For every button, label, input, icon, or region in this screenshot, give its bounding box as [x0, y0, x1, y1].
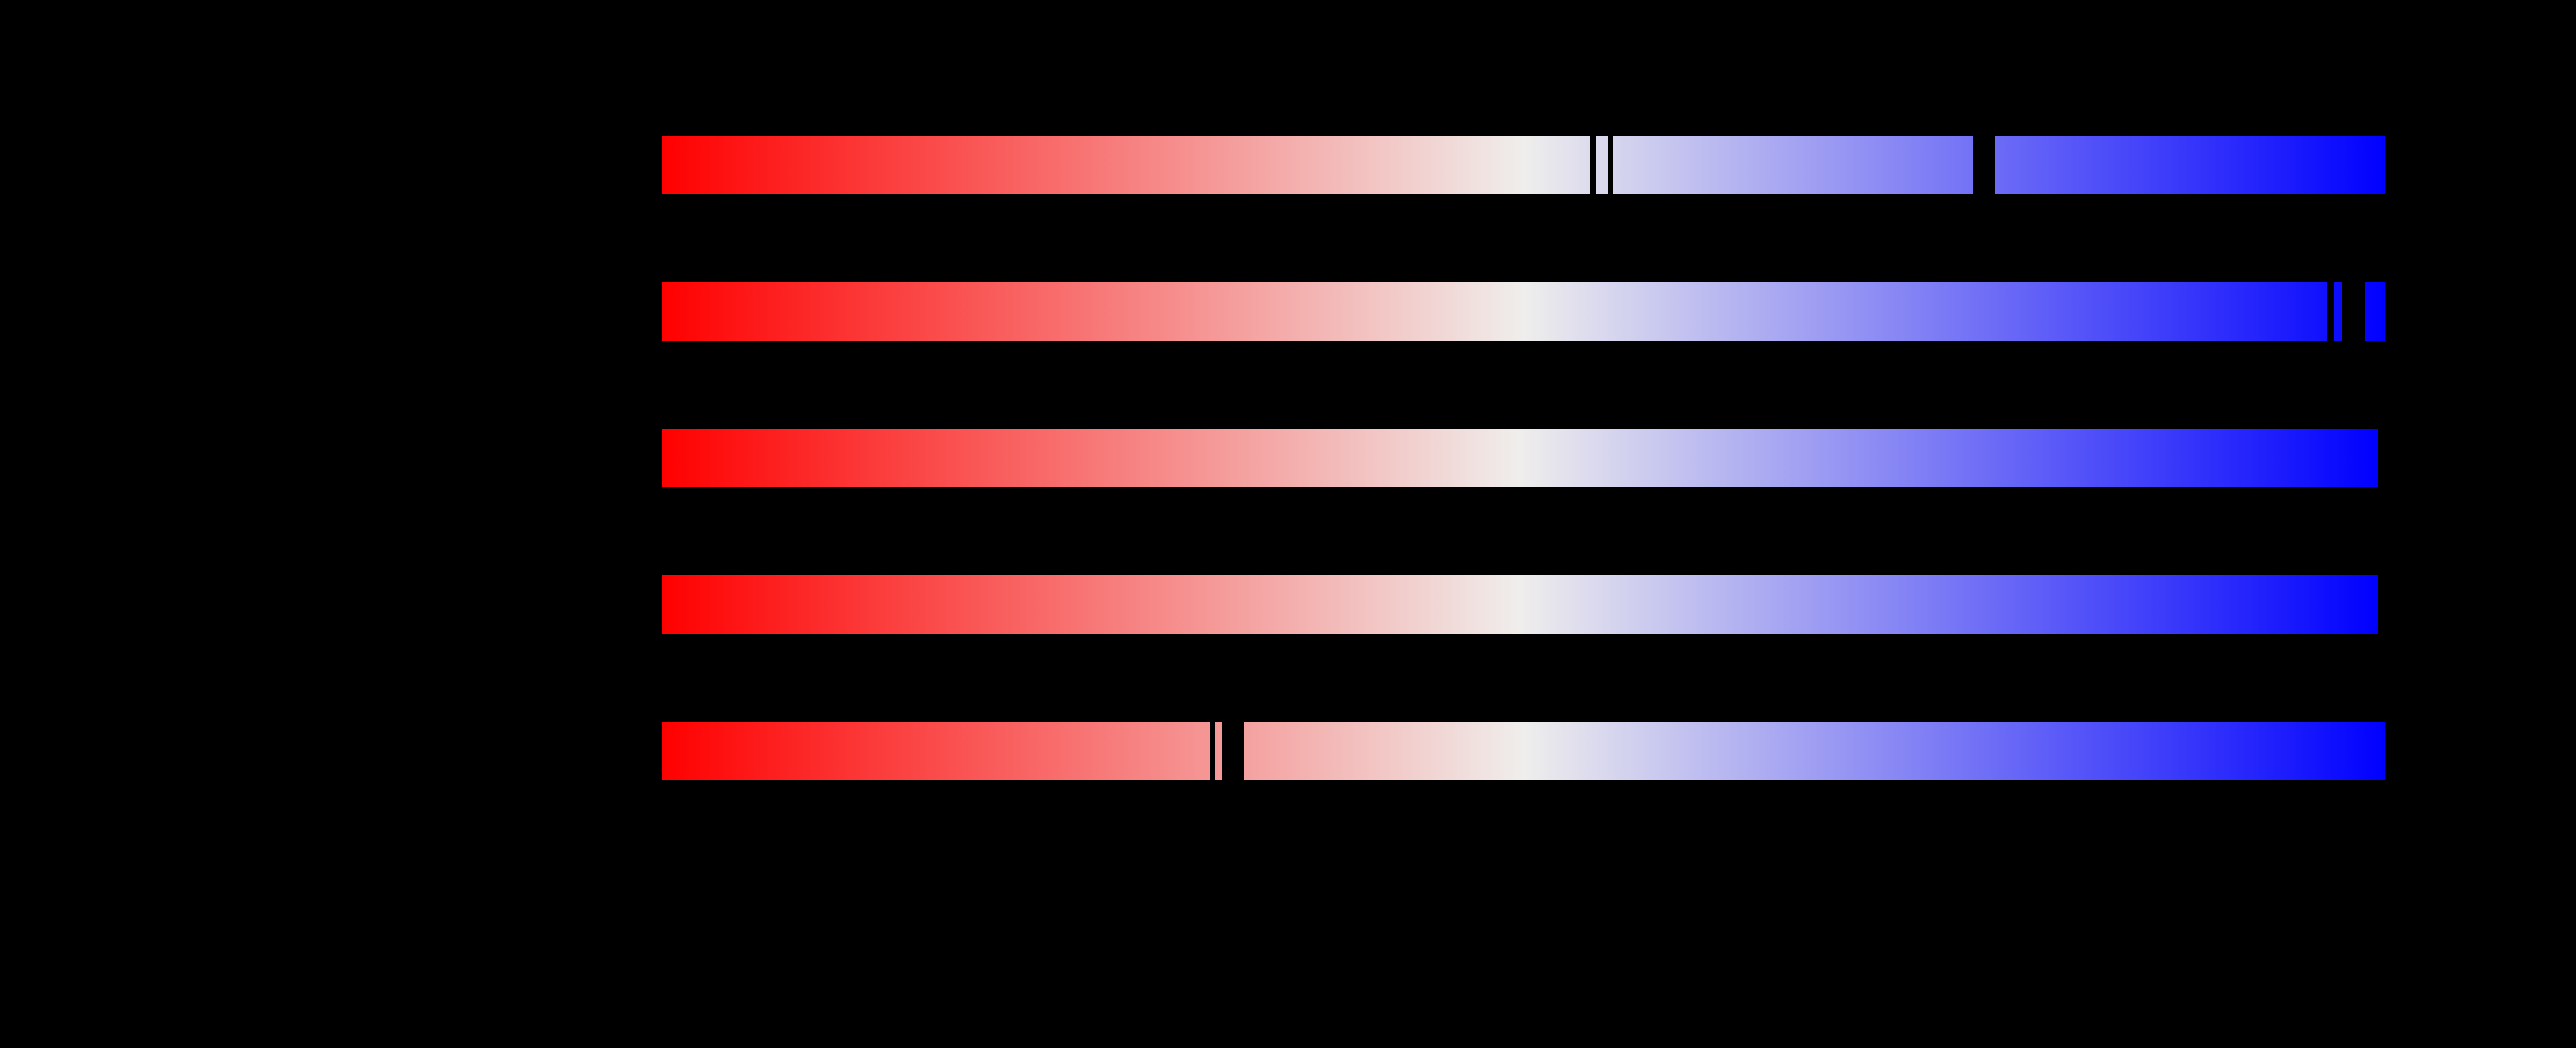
gradient-bar-row-4 [662, 575, 2378, 634]
thin-marker-line [1590, 136, 1596, 194]
thin-marker-line [1608, 136, 1613, 194]
gradient-bar-row-2 [662, 282, 2385, 341]
gradient-bar-row-3 [662, 429, 2378, 487]
gradient-bar-row-5 [662, 722, 2385, 780]
thin-marker-line [1210, 722, 1215, 780]
thick-marker-line [1973, 136, 1995, 194]
thick-marker-line [1222, 722, 1244, 780]
thin-marker-line [2327, 282, 2334, 341]
gradient-bar-row-1 [662, 136, 2385, 194]
thick-marker-line [2342, 282, 2365, 341]
